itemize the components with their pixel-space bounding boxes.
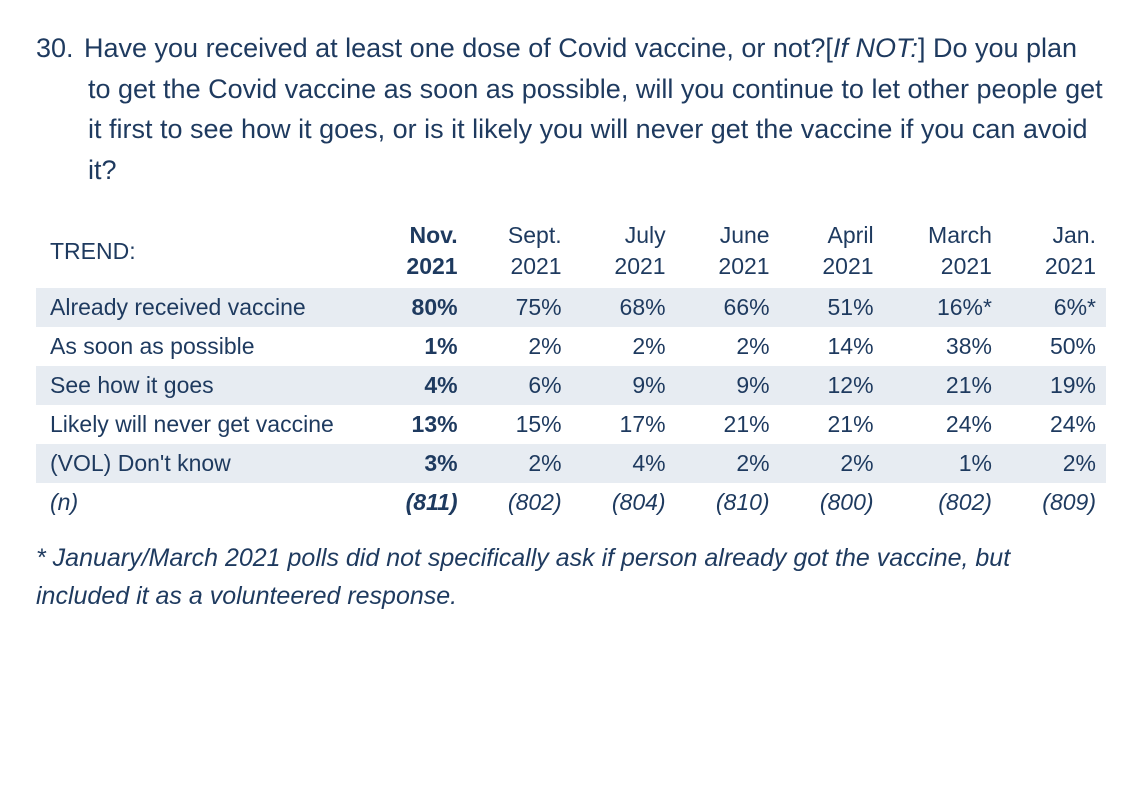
row-label: Likely will never get vaccine <box>36 405 366 444</box>
cell: 2% <box>468 327 572 366</box>
survey-question: 30.Have you received at least one dose o… <box>36 28 1106 190</box>
footnote: * January/March 2021 polls did not speci… <box>36 540 1106 615</box>
col-header-2: July 2021 <box>572 214 676 288</box>
n-label: (n) <box>36 483 366 522</box>
cell: 21% <box>884 366 1002 405</box>
n-cell: (809) <box>1002 483 1106 522</box>
cell: 2% <box>1002 444 1106 483</box>
cell: 1% <box>884 444 1002 483</box>
n-cell: (802) <box>468 483 572 522</box>
col-header-3: June 2021 <box>676 214 780 288</box>
row-label: See how it goes <box>36 366 366 405</box>
cell: 15% <box>468 405 572 444</box>
trend-table-body: Already received vaccine 80% 75% 68% 66%… <box>36 288 1106 522</box>
row-label: (VOL) Don't know <box>36 444 366 483</box>
cell: 6% <box>468 366 572 405</box>
col-header-1: Sept. 2021 <box>468 214 572 288</box>
table-row: Already received vaccine 80% 75% 68% 66%… <box>36 288 1106 327</box>
cell: 21% <box>780 405 884 444</box>
trend-table-head: TREND: Nov. 2021 Sept. 2021 July 2021 Ju… <box>36 214 1106 288</box>
cell: 16%* <box>884 288 1002 327</box>
table-n-row: (n) (811) (802) (804) (810) (800) (802) … <box>36 483 1106 522</box>
cell: 2% <box>676 327 780 366</box>
col-header-6: Jan. 2021 <box>1002 214 1106 288</box>
cell: 2% <box>468 444 572 483</box>
cell: 4% <box>572 444 676 483</box>
n-cell: (804) <box>572 483 676 522</box>
n-cell: (810) <box>676 483 780 522</box>
cell: 50% <box>1002 327 1106 366</box>
cell: 2% <box>676 444 780 483</box>
row-label: Already received vaccine <box>36 288 366 327</box>
cell: 66% <box>676 288 780 327</box>
cell: 13% <box>366 405 468 444</box>
cell: 9% <box>572 366 676 405</box>
table-row: Likely will never get vaccine 13% 15% 17… <box>36 405 1106 444</box>
cell: 21% <box>676 405 780 444</box>
cell: 80% <box>366 288 468 327</box>
table-row: (VOL) Don't know 3% 2% 4% 2% 2% 1% 2% <box>36 444 1106 483</box>
row-label: As soon as possible <box>36 327 366 366</box>
cell: 24% <box>1002 405 1106 444</box>
cell: 1% <box>366 327 468 366</box>
cell: 12% <box>780 366 884 405</box>
cell: 75% <box>468 288 572 327</box>
cell: 38% <box>884 327 1002 366</box>
n-cell: (811) <box>366 483 468 522</box>
col-header-0: Nov. 2021 <box>366 214 468 288</box>
cell: 14% <box>780 327 884 366</box>
cell: 2% <box>780 444 884 483</box>
col-header-5: March 2021 <box>884 214 1002 288</box>
cell: 2% <box>572 327 676 366</box>
table-row: As soon as possible 1% 2% 2% 2% 14% 38% … <box>36 327 1106 366</box>
cell: 6%* <box>1002 288 1106 327</box>
table-row: See how it goes 4% 6% 9% 9% 12% 21% 19% <box>36 366 1106 405</box>
cell: 9% <box>676 366 780 405</box>
question-number: 30. <box>36 28 84 69</box>
col-header-4: April 2021 <box>780 214 884 288</box>
n-cell: (802) <box>884 483 1002 522</box>
trend-table: TREND: Nov. 2021 Sept. 2021 July 2021 Ju… <box>36 214 1106 522</box>
cell: 68% <box>572 288 676 327</box>
cell: 24% <box>884 405 1002 444</box>
trend-label: TREND: <box>36 214 366 288</box>
question-text-italic: If NOT: <box>833 33 918 63</box>
cell: 4% <box>366 366 468 405</box>
question-text-part1: Have you received at least one dose of C… <box>84 33 833 63</box>
cell: 17% <box>572 405 676 444</box>
cell: 51% <box>780 288 884 327</box>
cell: 3% <box>366 444 468 483</box>
cell: 19% <box>1002 366 1106 405</box>
n-cell: (800) <box>780 483 884 522</box>
